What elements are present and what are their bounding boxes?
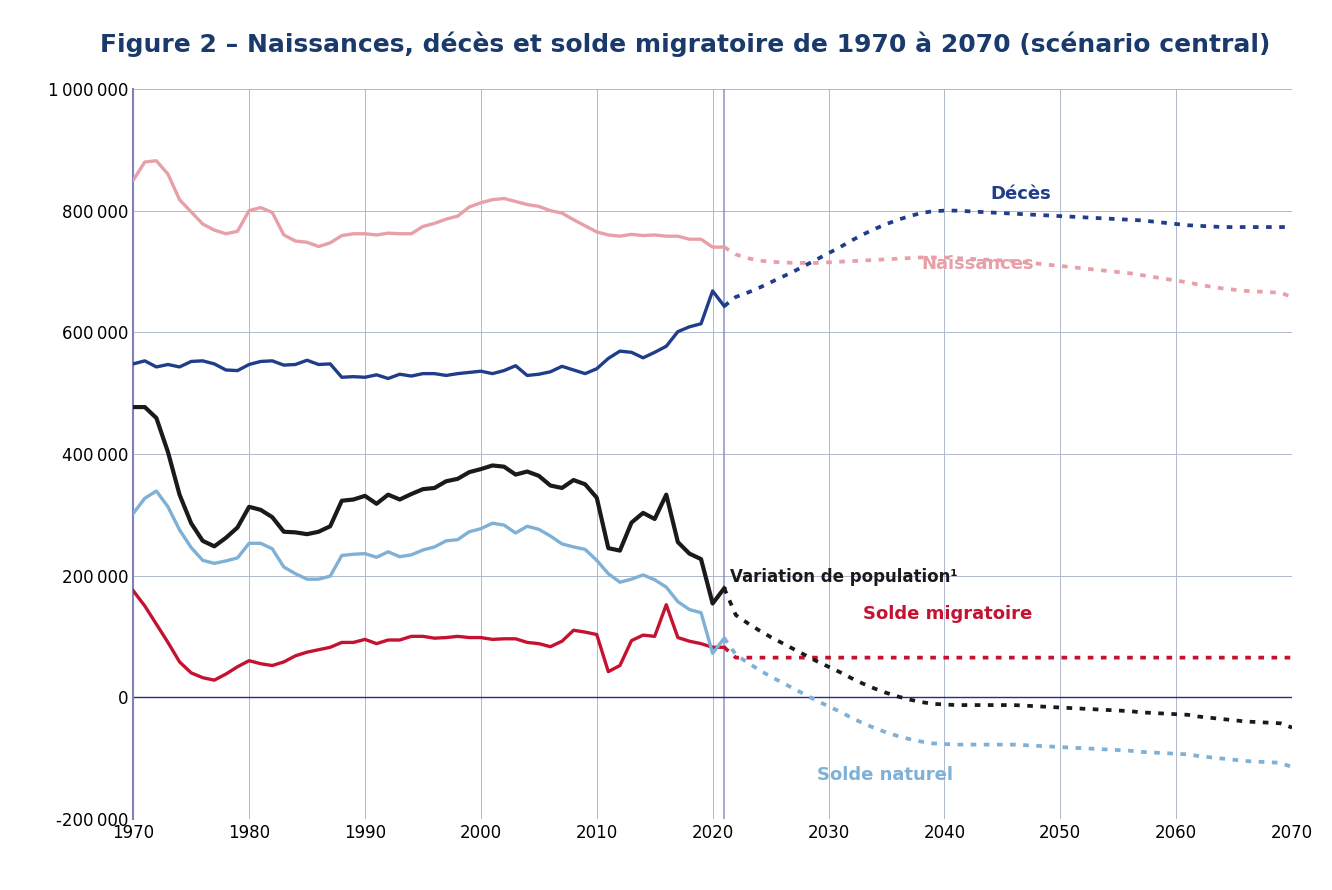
- Text: Solde migratoire: Solde migratoire: [863, 605, 1032, 624]
- Text: Variation de population¹: Variation de population¹: [730, 568, 958, 586]
- Text: Figure 2 – Naissances, décès et solde migratoire de 1970 à 2070 (scénario centra: Figure 2 – Naissances, décès et solde mi…: [100, 31, 1271, 57]
- Text: Naissances: Naissances: [922, 255, 1034, 273]
- Text: Solde naturel: Solde naturel: [817, 766, 952, 784]
- Text: Décès: Décès: [991, 185, 1051, 203]
